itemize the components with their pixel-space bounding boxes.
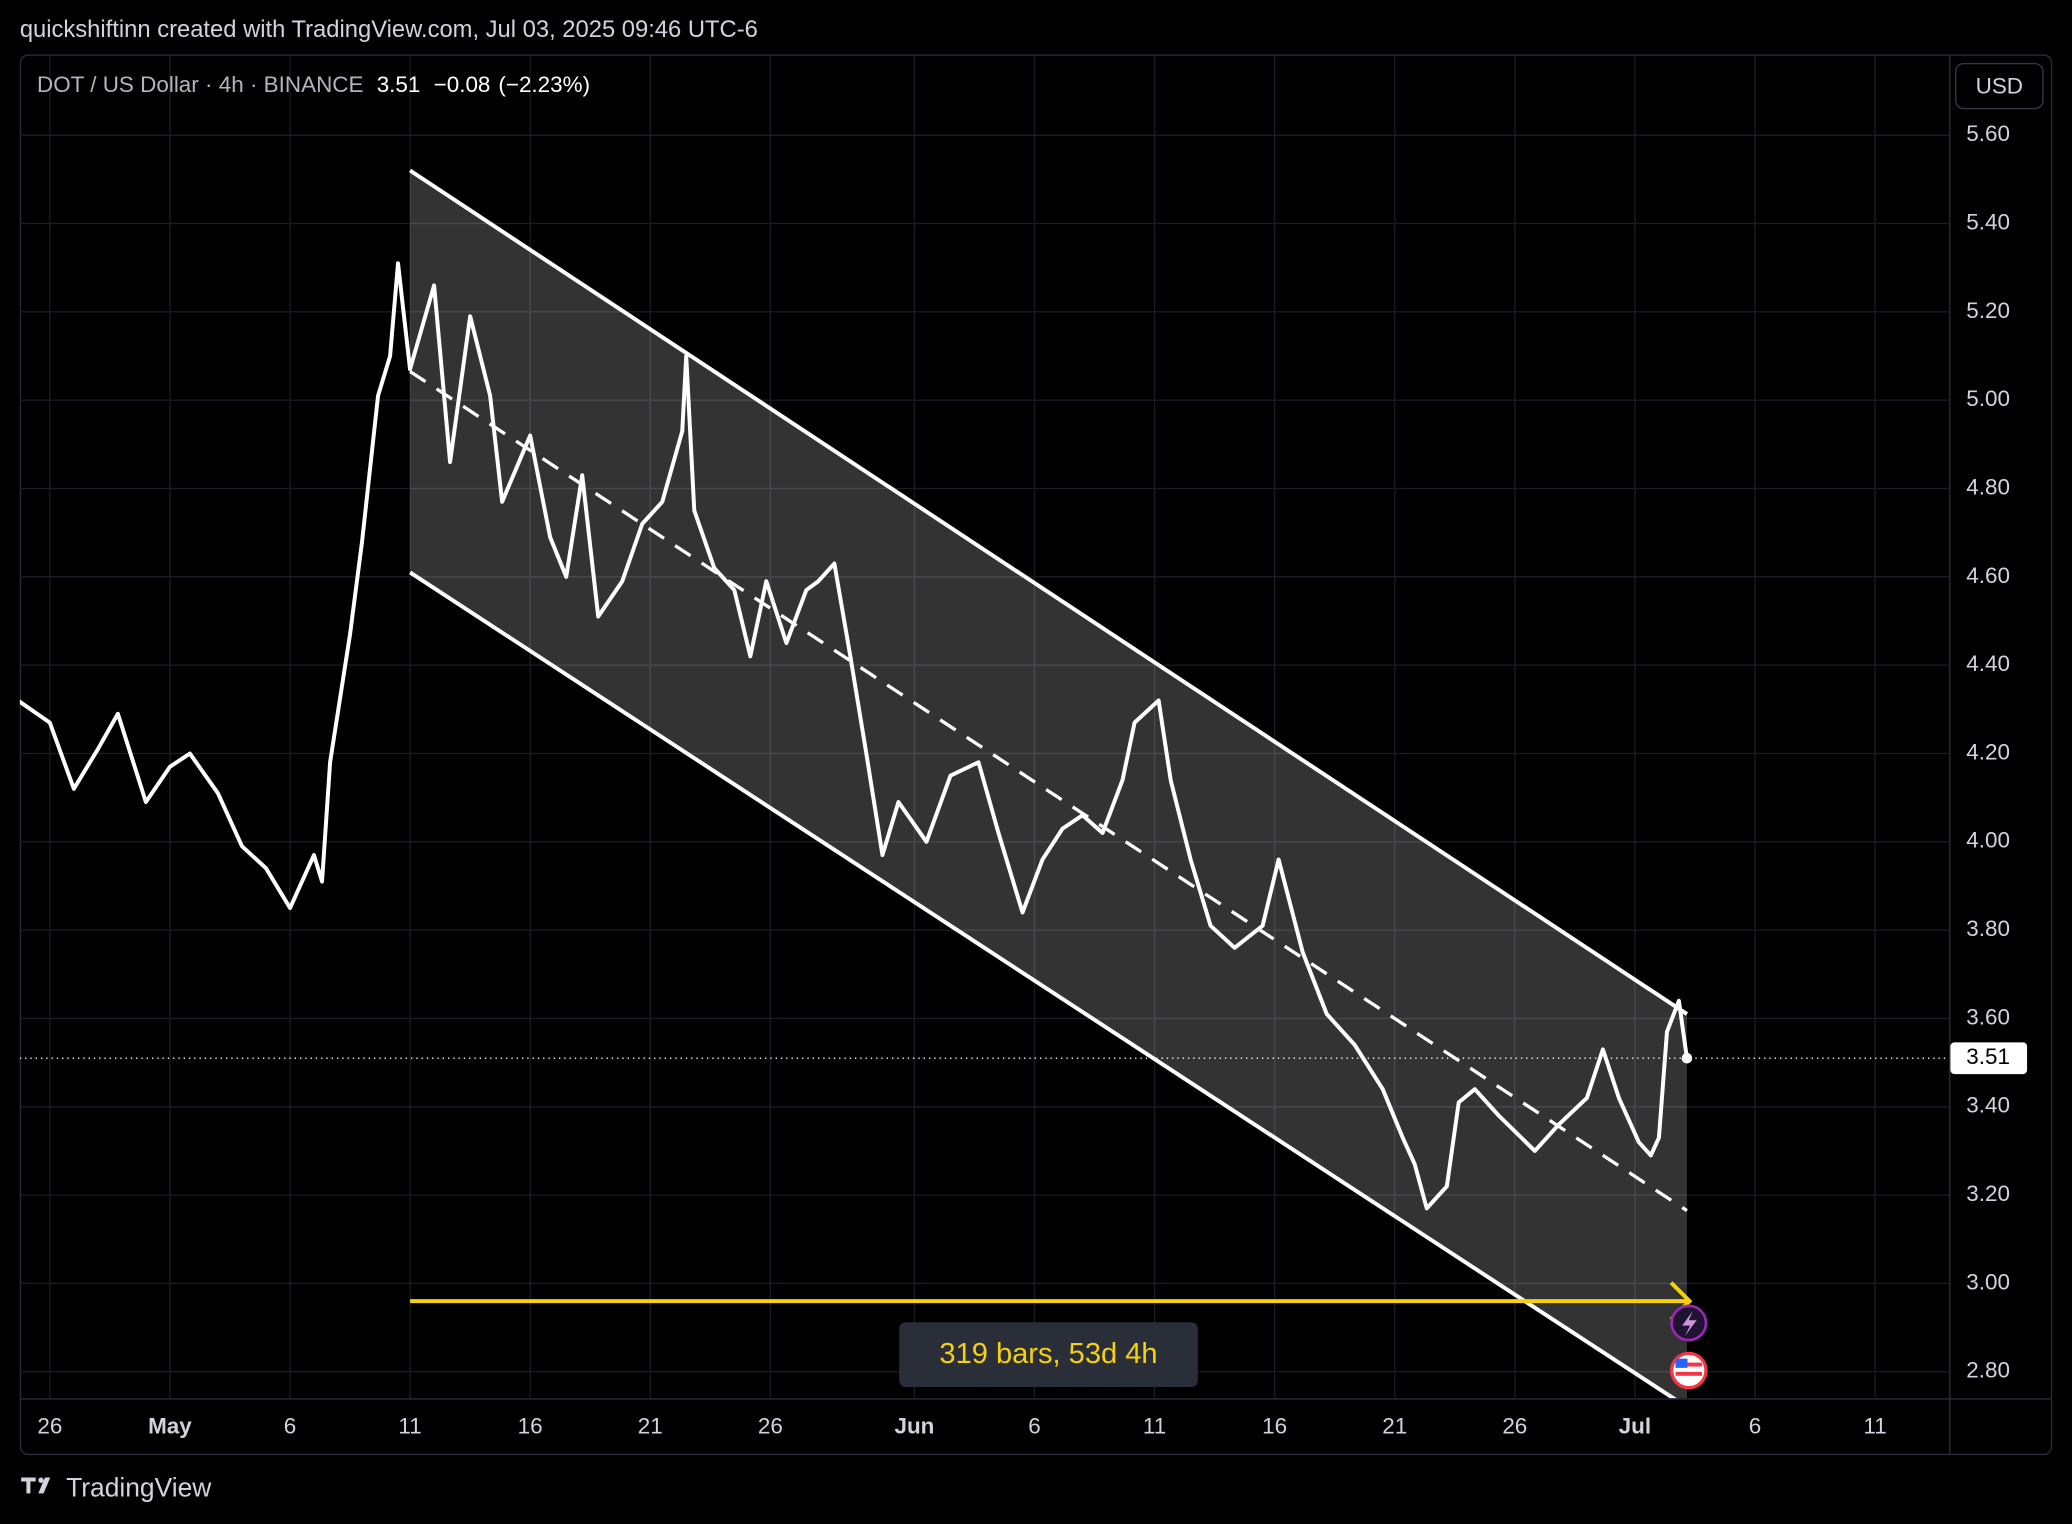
last-price-label: 3.51 <box>1966 1044 2010 1069</box>
y-tick-label: 4.00 <box>1966 828 2010 853</box>
x-tick-label: 11 <box>1863 1413 1886 1438</box>
drawings <box>408 168 1693 1399</box>
series <box>19 261 1950 1211</box>
currency-label[interactable]: USD <box>1976 73 2023 98</box>
brand-logo <box>21 1477 51 1494</box>
y-tick-label: 5.00 <box>1966 386 2010 411</box>
y-tick-label: 4.60 <box>1966 563 2010 588</box>
event-icon-flag[interactable] <box>1669 1351 1708 1390</box>
x-tick-label: 21 <box>638 1413 663 1438</box>
x-tick-label: 6 <box>1028 1413 1041 1438</box>
y-tick-label: 4.20 <box>1966 739 2010 764</box>
x-tick-label: 26 <box>758 1413 783 1438</box>
channel-middle <box>409 370 1688 1212</box>
price-line <box>19 261 1689 1211</box>
logo-mark <box>21 1477 51 1494</box>
logo-dot <box>38 1477 44 1483</box>
y-tick-label: 5.20 <box>1966 298 2010 323</box>
x-tick-label: Jul <box>1619 1413 1651 1438</box>
legend: DOT / US Dollar · 4h · BINANCE 3.51 −0.08 (… <box>37 72 590 97</box>
x-tick-label: 11 <box>1143 1413 1166 1438</box>
x-tick-label: 26 <box>37 1413 62 1438</box>
brand: TradingView <box>66 1472 212 1502</box>
flag-canton <box>1675 1358 1688 1368</box>
x-tick-label: 16 <box>518 1413 543 1438</box>
y-tick-label: 5.40 <box>1966 209 2010 234</box>
date-range-label: 319 bars, 53d 4h <box>939 1338 1157 1370</box>
y-tick-label: 2.80 <box>1966 1358 2010 1383</box>
x-tick-label: 6 <box>284 1413 297 1438</box>
y-tick-label: 4.40 <box>1966 651 2010 676</box>
chart-frame <box>19 54 2053 1456</box>
y-tick-label: 3.60 <box>1966 1004 2010 1029</box>
symbol-title: DOT / US Dollar · 4h · BINANCE <box>37 72 363 97</box>
channel-upper <box>408 168 1689 1016</box>
y-tick-label: 3.20 <box>1966 1181 2010 1206</box>
x-tick-label: 21 <box>1382 1413 1407 1438</box>
axes: 2.80 3.00 3.20 3.40 3.60 3.80 4.00 4.20 4.40 4.60… <box>37 121 2010 1438</box>
y-tick-label: 5.60 <box>1966 121 2010 146</box>
x-tick-label: 11 <box>398 1413 421 1438</box>
last-price: 3.51 <box>377 72 421 97</box>
last-price-box <box>1950 1042 2028 1075</box>
channel-fill <box>410 170 1687 1399</box>
x-tick-label: 6 <box>1749 1413 1762 1438</box>
x-tick-label: Jun <box>894 1413 934 1438</box>
event-icon-lightning[interactable] <box>1670 1304 1708 1342</box>
channel-lower <box>408 570 1678 1399</box>
date-range-label-box <box>899 1322 1198 1388</box>
header: quickshiftinn created with TradingView.c… <box>20 16 758 43</box>
flag-stripe <box>1675 1362 1702 1367</box>
change: −0.08 <box>434 72 491 97</box>
currency-button[interactable] <box>1955 62 2044 110</box>
x-tick-label: 26 <box>1502 1413 1527 1438</box>
x-tick-label: 16 <box>1262 1413 1287 1438</box>
flag-stripe <box>1675 1371 1702 1376</box>
y-tick-label: 3.00 <box>1966 1269 2010 1294</box>
last-point <box>1681 1052 1693 1064</box>
x-tick-label: May <box>148 1413 192 1438</box>
flag-circle[interactable] <box>1669 1351 1708 1390</box>
y-tick-label: 3.80 <box>1966 916 2010 941</box>
y-tick-label: 4.80 <box>1966 474 2010 499</box>
y-tick-label: 3.40 <box>1966 1093 2010 1118</box>
lightning-glyph[interactable] <box>1682 1311 1697 1337</box>
change-percent: (−2.23%) <box>498 72 590 97</box>
grid <box>19 55 1950 1399</box>
